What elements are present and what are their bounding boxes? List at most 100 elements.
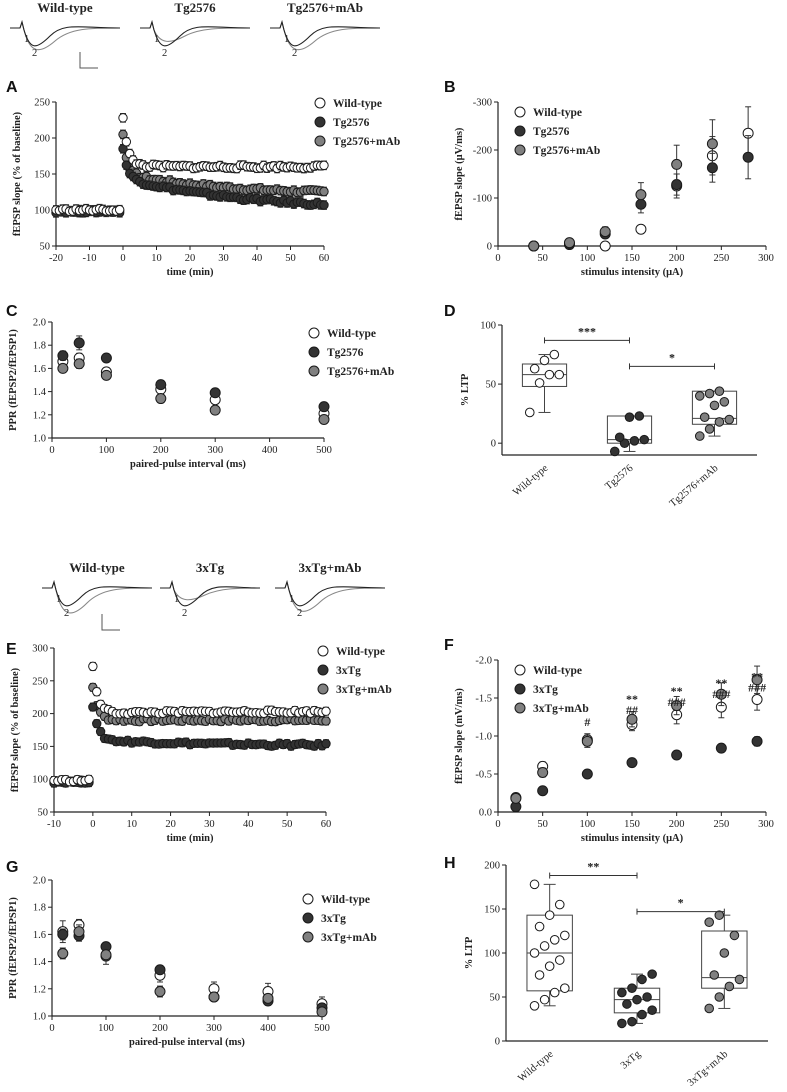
y-axis-label: fEPSP slope (μV/ms)	[454, 127, 465, 220]
data-point	[57, 362, 69, 374]
box-point	[624, 412, 635, 422]
trace-baseline	[140, 20, 251, 47]
x-tick-label: 150	[624, 819, 640, 830]
significance-label: **	[626, 692, 638, 706]
data-point	[751, 735, 763, 747]
significance-label: ###	[748, 680, 766, 694]
data-point	[321, 738, 331, 749]
legend-marker-wt	[308, 327, 320, 339]
y-tick-label: 1.8	[33, 903, 46, 914]
x-tick-label: 200	[669, 819, 685, 830]
x-tick-label: 50	[537, 253, 548, 264]
box-point	[724, 414, 735, 425]
legend-label: Wild-type	[321, 894, 370, 906]
y-tick-label: 1.0	[33, 434, 46, 445]
x-tick-label: 100	[579, 253, 595, 264]
box-point	[614, 432, 625, 443]
panel-A: -20 -10 0 10 20 30 40 50 60 50 100 150 200 250 time (m…	[12, 97, 400, 278]
legend-label: Wild-type	[533, 107, 582, 119]
y-tick-label: 50	[40, 242, 51, 253]
y-tick-label: 250	[34, 98, 50, 109]
data-point	[92, 718, 102, 729]
data-point	[715, 688, 727, 700]
y-tick-label: 1.0	[33, 1012, 46, 1023]
box-point	[554, 955, 565, 965]
data-point	[671, 158, 683, 170]
panel-label-G: G	[6, 859, 18, 876]
legend-marker-mab	[514, 702, 526, 714]
box-point	[642, 992, 652, 1002]
legend-marker-wt	[514, 664, 526, 676]
scale-bar	[79, 52, 98, 69]
trace-baseline	[270, 20, 381, 47]
x-tick-label: 20	[185, 253, 196, 264]
legend-marker-tg	[514, 125, 526, 137]
x-tick-label: -10	[47, 819, 61, 830]
y-tick-label: -300	[473, 98, 492, 109]
box-point	[704, 1003, 714, 1014]
box-point	[634, 411, 645, 421]
box-point	[549, 935, 560, 945]
x-tick-label: 0	[49, 445, 54, 456]
legend-marker-wt	[314, 97, 326, 109]
y-tick-label: 300	[32, 644, 48, 655]
y-tick-label: 100	[484, 949, 500, 960]
x-tick-label: 60	[321, 819, 332, 830]
box-point	[544, 369, 555, 380]
y-tick-label: 200	[484, 861, 500, 872]
box-point	[529, 1001, 540, 1011]
x-tick-label: -10	[83, 253, 97, 264]
x-tick-label: 30	[204, 819, 215, 830]
legend-marker-tg	[308, 346, 320, 358]
legend-marker-tg	[314, 116, 326, 128]
legend-label: Tg2576+mAb	[327, 366, 394, 378]
trace-mark-2: 2	[32, 48, 37, 59]
x-tick-label: 300	[758, 253, 774, 264]
scale-bar	[101, 614, 120, 631]
trace-mark-2: 2	[182, 608, 187, 619]
x-tick-label: 10	[151, 253, 162, 264]
y-tick-label: 1.4	[33, 957, 47, 968]
box-point	[560, 930, 570, 941]
legend-marker-tg	[514, 683, 526, 695]
y-tick-label: -100	[473, 194, 492, 205]
trace-mark-2: 2	[162, 48, 167, 59]
data-point	[742, 151, 754, 163]
box-point	[529, 363, 540, 374]
data-point	[319, 200, 329, 210]
trace-mark-1: 1	[24, 34, 29, 45]
panel-B: 0 50 100 150 200 250 300 0 -100 -200 -300 stimulus …	[454, 98, 774, 279]
data-point	[321, 716, 331, 726]
y-tick-label: 0	[491, 439, 496, 450]
x-tick-label: 200	[152, 1023, 168, 1034]
box-point	[734, 974, 745, 985]
x-tick-label: 300	[206, 1023, 222, 1034]
box-point	[714, 386, 725, 396]
box-point	[534, 921, 545, 932]
x-axis-label: time (min)	[167, 833, 214, 844]
data-point	[626, 757, 638, 769]
x-tick-label: 0	[90, 819, 95, 830]
y-tick-label: 150	[484, 905, 500, 916]
y-tick-label: 0	[495, 1037, 500, 1048]
legend-marker-wt	[514, 106, 526, 118]
data-point	[121, 137, 132, 147]
box-point	[539, 941, 550, 951]
significance-label: ###	[668, 695, 686, 709]
legend-marker-mab	[308, 365, 320, 377]
y-tick-label: -200	[473, 146, 492, 157]
y-axis-label: % LTP	[460, 373, 471, 406]
data-point	[155, 393, 167, 405]
data-point	[563, 237, 575, 249]
legend-label: Wild-type	[533, 665, 582, 677]
data-point	[528, 240, 540, 252]
panel-label-B: B	[444, 79, 456, 96]
significance-label: **	[587, 860, 599, 874]
panel-label-C: C	[6, 303, 18, 320]
data-point	[100, 369, 112, 381]
trace-mark-2: 2	[64, 608, 69, 619]
y-tick-label: 0.0	[479, 808, 492, 819]
y-tick-label: -0.5	[475, 770, 492, 781]
